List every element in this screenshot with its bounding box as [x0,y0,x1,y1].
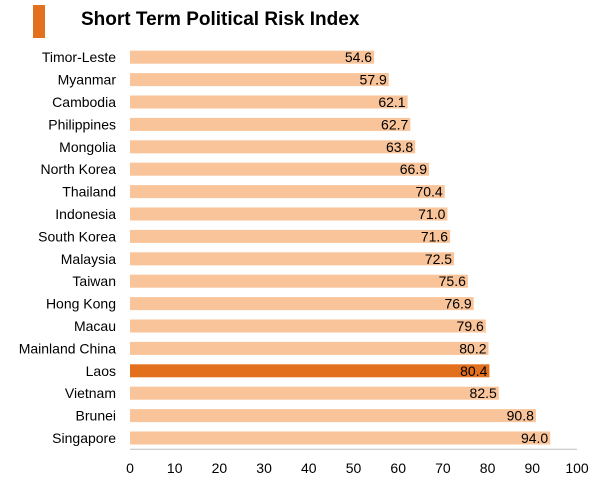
value-label: 62.7 [381,116,408,132]
chart-title: Short Term Political Risk Index [81,9,360,30]
x-tick-label: 20 [212,460,228,476]
value-label: 72.5 [425,251,452,267]
bars-layer [130,50,551,445]
category-label: Cambodia [52,94,116,110]
x-tick-label: 100 [565,460,589,476]
bar-vietnam [130,386,499,400]
value-label: 71.6 [421,228,448,244]
bar-mainland-china [130,341,489,355]
bar-north-korea [130,162,429,176]
bar-mongolia [130,140,416,154]
category-label: Myanmar [58,72,117,88]
category-label: Macau [74,318,116,334]
category-label: Hong Kong [46,296,116,312]
bar-thailand [130,185,445,199]
bar-singapore [130,431,551,445]
value-label: 54.6 [345,49,372,65]
bar-timor-leste [130,50,375,64]
category-label: Singapore [52,430,116,446]
category-label: Laos [86,363,116,379]
category-label: Philippines [48,116,116,132]
x-tick-label: 70 [435,460,451,476]
x-tick-label: 0 [126,460,134,476]
x-tick-label: 40 [301,460,317,476]
value-label: 80.4 [460,363,487,379]
value-label: 70.4 [415,184,442,200]
category-label: South Korea [38,228,116,244]
bar-cambodia [130,95,408,109]
x-tick-label: 50 [346,460,362,476]
category-label: Indonesia [55,206,116,222]
x-tick-label: 30 [256,460,272,476]
value-label: 76.9 [444,296,471,312]
bar-myanmar [130,73,389,87]
value-label: 90.8 [507,408,534,424]
bar-indonesia [130,207,448,221]
value-label: 63.8 [386,139,413,155]
value-label: 80.2 [459,340,486,356]
value-label: 79.6 [457,318,484,334]
value-labels: 54.6 57.9 62.1 62.7 63.8 66.9 70.4 71.0 71.6 72.5… [345,49,549,446]
value-label: 71.0 [418,206,445,222]
x-tick-label: 60 [390,460,406,476]
bar-brunei [130,409,536,423]
bar-philippines [130,117,411,131]
category-label: Brunei [76,408,116,424]
category-label: Mainland China [19,340,116,356]
category-labels: Timor-Leste Myanmar Cambodia Philippines Mon… [19,49,117,446]
title-accent-bar [33,5,45,38]
bar-laos [130,364,490,378]
bar-malaysia [130,252,455,266]
x-tick-label: 90 [525,460,541,476]
category-label: Timor-Leste [42,49,116,65]
category-label: North Korea [41,161,117,177]
bar-south-korea [130,229,451,243]
value-label: 94.0 [521,430,548,446]
category-label: Vietnam [65,385,116,401]
x-axis: 0 10 20 30 40 50 60 70 80 90 100 [126,448,589,476]
category-label: Mongolia [59,139,116,155]
category-label: Malaysia [61,251,116,267]
x-tick-label: 80 [480,460,496,476]
bar-taiwan [130,274,468,288]
value-label: 57.9 [360,72,387,88]
bar-hong-kong [130,297,474,311]
value-label: 75.6 [439,273,466,289]
category-label: Taiwan [72,273,116,289]
value-label: 62.1 [378,94,405,110]
x-tick-label: 10 [167,460,183,476]
bar-macau [130,319,486,333]
value-label: 66.9 [400,161,427,177]
category-label: Thailand [62,184,116,200]
value-label: 82.5 [470,385,497,401]
